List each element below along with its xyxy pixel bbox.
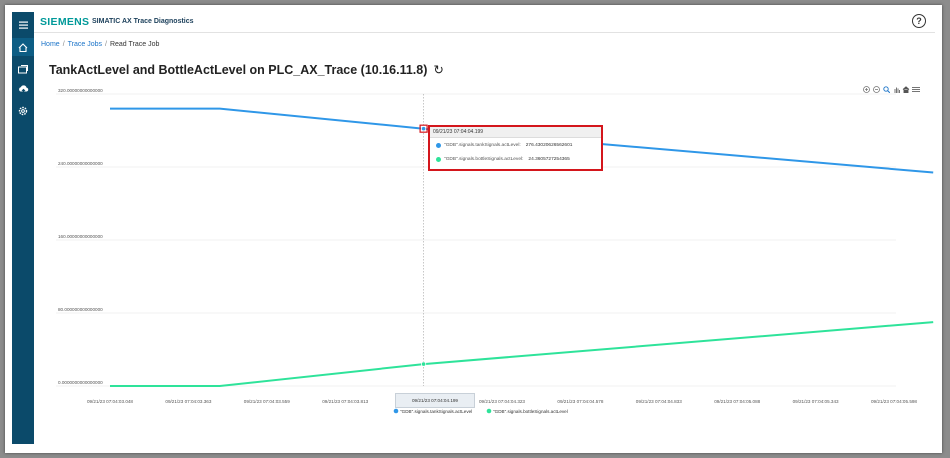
page-title: TankActLevel and BottleActLevel on PLC_A… [49, 62, 444, 77]
y-tick-label: 320.00000000000000 [58, 88, 103, 93]
hover-marker-box [419, 124, 428, 133]
breadcrumb-home[interactable]: Home [41, 41, 60, 48]
hamburger-icon[interactable] [12, 16, 34, 34]
hover-point-bottle [420, 361, 427, 367]
hover-point-tank [420, 126, 427, 132]
app-title: SIMATIC AX Trace Diagnostics [92, 18, 194, 25]
series-color-dot [436, 157, 441, 162]
breadcrumb: Home / Trace Jobs / Read Trace Job [41, 41, 159, 48]
y-tick-label: 160.00000000000000 [58, 234, 103, 239]
series-line-tank-level [110, 107, 934, 174]
tooltip-series-name: "GDB".signals.bottleSignals.actLevel: [444, 157, 524, 162]
x-tick-label: 09/21/23 07:04:03.559 [244, 399, 290, 404]
breadcrumb-separator: / [105, 41, 107, 48]
x-tick-label: 09/21/23 07:04:04.833 [636, 399, 682, 404]
refresh-icon[interactable]: ↻ [433, 63, 444, 77]
app-header: SIEMENS SIMATIC AX Trace Diagnostics ? [34, 12, 935, 33]
x-tick-label: 09/21/23 07:04:05.598 [871, 399, 917, 404]
sidebar [12, 12, 34, 444]
siemens-logo: SIEMENS [40, 16, 90, 28]
y-tick-label: 240.00000000000000 [58, 161, 103, 166]
x-tick-label: 09/21/23 07:04:03.363 [165, 399, 211, 404]
zoom-out-icon[interactable] [872, 85, 880, 93]
legend-marker [393, 408, 399, 414]
data-tooltip: 09/21/23 07:04:04.199 "GDB".signals.tank… [428, 125, 603, 171]
trace-jobs-icon[interactable] [12, 60, 34, 78]
page-title-text: TankActLevel and BottleActLevel on PLC_A… [49, 63, 428, 77]
trace-line-chart[interactable]: 0.0000000000000000 80.000000000000000 160.… [5, 5, 942, 453]
breadcrumb-current: Read Trace Job [109, 41, 160, 48]
breadcrumb-trace-jobs[interactable]: Trace Jobs [67, 41, 103, 48]
x-tick-label: 09/21/23 07:04:05.088 [714, 399, 760, 404]
tooltip-series-value: 24.3605727254365 [528, 157, 570, 162]
breadcrumb-separator: / [62, 41, 65, 48]
y-tick-label: 80.000000000000000 [58, 307, 103, 312]
x-tick-label: 09/21/23 07:04:05.343 [793, 399, 839, 404]
gear-icon[interactable] [12, 102, 34, 120]
menu-icon[interactable] [912, 85, 920, 93]
tooltip-series-value: 276.43020626562601 [525, 143, 573, 148]
cloud-upload-icon[interactable] [12, 80, 34, 98]
home-icon[interactable] [12, 38, 34, 56]
tooltip-row: "GDB".signals.tankSignals.actLevel: 276.… [436, 143, 572, 148]
x-tick-label: 09/21/23 07:04:03.048 [87, 399, 133, 404]
series-color-dot [436, 143, 441, 148]
app-window: SIEMENS SIMATIC AX Trace Diagnostics ? H… [5, 5, 942, 453]
zoom-select-icon[interactable] [882, 85, 890, 93]
x-tick-label: 09/21/23 07:04:04.578 [557, 399, 603, 404]
tooltip-series-name: "GDB".signals.tankSignals.actLevel: [444, 143, 521, 148]
reset-zoom-icon[interactable] [902, 85, 910, 93]
crosshair-x-label: 09/21/23 07:04:04.199 [395, 393, 475, 408]
pan-icon[interactable] [892, 85, 900, 93]
series-line-bottle-level [110, 321, 934, 387]
chart-toolbar [862, 85, 920, 93]
zoom-in-icon[interactable] [862, 85, 870, 93]
y-tick-label: 0.0000000000000000 [58, 380, 103, 385]
help-icon[interactable]: ? [912, 14, 926, 28]
tooltip-row: "GDB".signals.bottleSignals.actLevel: 24… [436, 157, 570, 162]
legend-label: "GDB".signals.bottleSignals.actLevel [493, 409, 568, 414]
tooltip-header: 09/21/23 07:04:04.199 [430, 127, 601, 138]
legend-label: "GDB".signals.tankSignals.actLevel [400, 409, 472, 414]
x-tick-label: 09/21/23 07:04:04.323 [479, 399, 525, 404]
legend-marker [486, 408, 492, 414]
x-tick-label: 09/21/23 07:04:03.813 [322, 399, 368, 404]
